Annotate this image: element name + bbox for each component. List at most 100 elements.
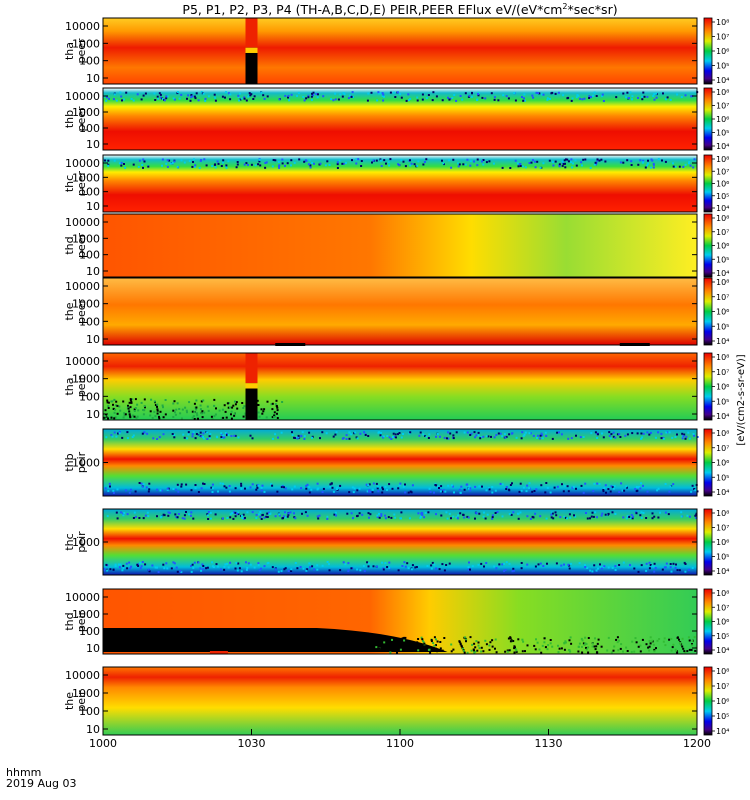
colorbar-tick-label: 10⁵ bbox=[716, 322, 729, 331]
panel-species-label: peir bbox=[75, 375, 88, 397]
colorbar-tick-label: 10⁴ bbox=[716, 142, 729, 151]
colorbar-tick-label: 10⁴ bbox=[716, 567, 729, 576]
panel-species-label: peer bbox=[75, 106, 88, 132]
y-tick-label: 1000 bbox=[72, 298, 100, 311]
panel-thb-peer: 10 100 1000 10000 thb peer 10⁴ 10⁵ 10⁶ 10⁷ 10⁸ bbox=[63, 87, 729, 151]
colorbar-tick-label: 10⁶ bbox=[716, 618, 729, 627]
y-tick-label: 1000 bbox=[72, 171, 100, 184]
colorbar-tick-label: 10⁴ bbox=[716, 488, 729, 497]
y-tick-label: 10 bbox=[86, 265, 100, 278]
panel-species-label: peir bbox=[75, 690, 88, 712]
panel-probe-label: tha bbox=[63, 377, 76, 395]
panel-probe-label: the bbox=[63, 692, 76, 710]
spectrogram-noise bbox=[103, 91, 699, 102]
colorbar-tick-label: 10⁸ bbox=[716, 155, 729, 164]
colorbar-tick-label: 10⁵ bbox=[716, 397, 729, 406]
colorbar-tick-label: 10⁵ bbox=[716, 255, 729, 264]
spectrogram-image bbox=[103, 214, 697, 277]
colorbar: 10⁴ 10⁵ 10⁶ 10⁷ 10⁸ bbox=[703, 428, 729, 497]
colorbar-tick-label: 10⁶ bbox=[716, 47, 729, 56]
colorbar-tick-label: 10⁶ bbox=[716, 538, 729, 547]
colorbar: 10⁴ 10⁵ 10⁶ 10⁷ 10⁸ bbox=[703, 666, 729, 736]
panel-frame bbox=[102, 17, 698, 85]
y-tick-label: 10000 bbox=[65, 355, 100, 368]
y-tick-label: 100 bbox=[79, 186, 100, 199]
colorbar-tick-label: 10⁸ bbox=[716, 667, 729, 676]
y-tick-label: 10000 bbox=[65, 216, 100, 229]
colorbar-tick-label: 10⁷ bbox=[716, 102, 729, 111]
spectrogram-noise bbox=[104, 158, 696, 169]
colorbar-tick-label: 10⁵ bbox=[716, 62, 729, 71]
colorbar: 10⁴ 10⁵ 10⁶ 10⁷ 10⁸ bbox=[703, 588, 729, 655]
y-tick-label: 1000 bbox=[72, 106, 100, 119]
x-tick-label: 1200 bbox=[683, 737, 711, 750]
colorbar-tick-label: 10⁷ bbox=[716, 603, 729, 612]
colorbar-tick-label: 10⁴ bbox=[716, 76, 729, 85]
colorbar-tick-label: 10⁷ bbox=[716, 368, 729, 377]
y-tick-label: 10000 bbox=[65, 20, 100, 33]
colorbar-tick-label: 10⁸ bbox=[716, 88, 729, 97]
spectrogram-image bbox=[103, 278, 697, 345]
spectrogram-image bbox=[103, 155, 697, 212]
panel-species-label: peir bbox=[75, 610, 88, 632]
spectrogram-image bbox=[103, 353, 697, 420]
x-axis-date: 2019 Aug 03 bbox=[6, 777, 76, 790]
panel-probe-label: the bbox=[63, 302, 76, 320]
panel-frame bbox=[102, 154, 698, 213]
panel-species-label: peer bbox=[75, 233, 88, 259]
y-tick-label: 10 bbox=[86, 138, 100, 151]
colorbar-tick-label: 10⁸ bbox=[716, 509, 729, 518]
panel-thd-peer: 10 100 1000 10000 thd peer 10⁴ 10⁵ 10⁶ 10⁷ 10⁸ bbox=[63, 213, 729, 278]
x-tick-label: 1030 bbox=[238, 737, 266, 750]
spectrogram-noise bbox=[103, 628, 698, 654]
panel-species-label: peir bbox=[75, 451, 88, 473]
y-tick-label: 100 bbox=[79, 315, 100, 328]
y-tick-label: 10000 bbox=[65, 157, 100, 170]
colorbar-tick-label: 10⁷ bbox=[716, 444, 729, 453]
x-tick-label: 1000 bbox=[89, 737, 117, 750]
colorbar-tick-label: 10⁵ bbox=[716, 129, 729, 138]
panel-probe-label: thd bbox=[63, 612, 76, 630]
spectrogram-noise bbox=[245, 18, 258, 84]
colorbar-tick-label: 10⁷ bbox=[716, 524, 729, 533]
y-tick-label: 1000 bbox=[72, 536, 100, 549]
colorbar: 10⁴ 10⁵ 10⁶ 10⁷ 10⁸ bbox=[703, 213, 729, 278]
panel-probe-label: tha bbox=[63, 42, 76, 60]
y-tick-label: 10 bbox=[86, 200, 100, 213]
y-tick-label: 100 bbox=[79, 249, 100, 262]
panel-frame bbox=[102, 87, 698, 151]
y-tick-label: 10 bbox=[86, 72, 100, 85]
panel-frame bbox=[102, 277, 698, 346]
panel-probe-label: thc bbox=[63, 533, 76, 550]
chart-title: P5, P1, P2, P3, P4 (TH-A,B,C,D,E) PEIR,P… bbox=[182, 2, 617, 17]
y-tick-label: 100 bbox=[79, 122, 100, 135]
colorbar-tick-label: 10⁸ bbox=[716, 18, 729, 27]
y-tick-label: 10000 bbox=[65, 591, 100, 604]
y-tick-label: 10 bbox=[86, 333, 100, 346]
colorbar-tick-label: 10⁶ bbox=[716, 115, 729, 124]
panel-tha-peer: 10 100 1000 10000 tha peer 10⁴ 10⁵ 10⁶ 10⁷ 10⁸ bbox=[63, 17, 729, 85]
spectrogram-noise bbox=[103, 511, 698, 573]
y-tick-label: 1000 bbox=[72, 232, 100, 245]
colorbar-tick-label: 10⁷ bbox=[716, 167, 729, 176]
y-tick-label: 100 bbox=[79, 625, 100, 638]
colorbar-tick-label: 10⁴ bbox=[716, 412, 729, 421]
colorbar-tick-label: 10⁷ bbox=[716, 293, 729, 302]
colorbar-tick-label: 10⁶ bbox=[716, 383, 729, 392]
colorbar: 10⁴ 10⁵ 10⁶ 10⁷ 10⁸ bbox=[703, 87, 729, 151]
y-tick-label: 1000 bbox=[72, 37, 100, 50]
spectrogram-image bbox=[103, 667, 697, 735]
colorbar-tick-label: 10⁴ bbox=[716, 269, 729, 278]
spectrogram-noise bbox=[104, 431, 699, 494]
colorbar: 10⁴ 10⁵ 10⁶ 10⁷ 10⁸ bbox=[703, 154, 729, 213]
y-tick-label: 10000 bbox=[65, 90, 100, 103]
colorbar-tick-label: 10⁵ bbox=[716, 473, 729, 482]
x-tick-label: 1130 bbox=[535, 737, 563, 750]
colorbar-tick-label: 10⁴ bbox=[716, 204, 729, 213]
time-axis: 1000 1030 1100 1130 1200 bbox=[89, 729, 711, 750]
panel-the-peer: 10 100 1000 10000 the peer 10⁴ 10⁵ 10⁶ 10⁷ 10⁸ bbox=[63, 277, 729, 346]
x-tick-label: 1100 bbox=[386, 737, 414, 750]
